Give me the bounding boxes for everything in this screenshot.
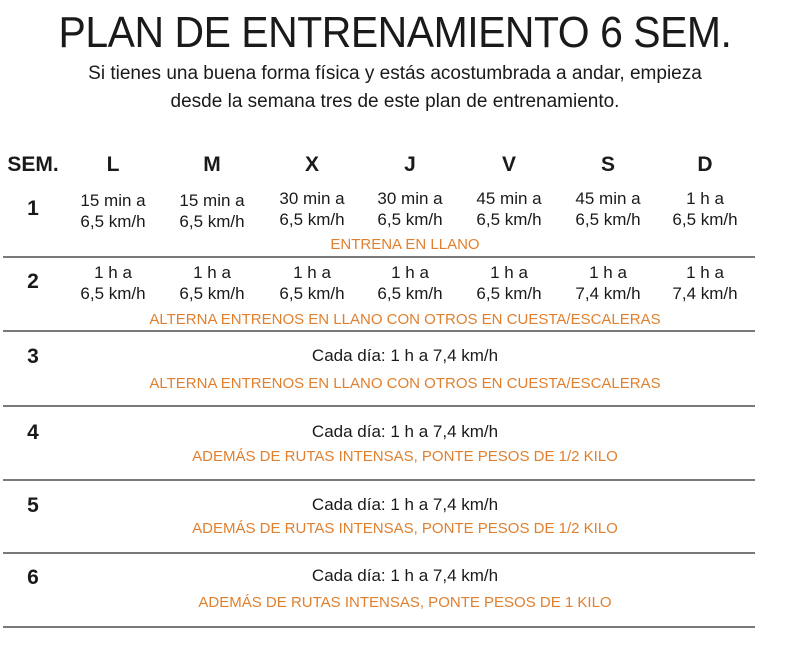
- day-cell: 1 h a 7,4 km/h: [672, 262, 737, 304]
- header-l: L: [106, 153, 120, 176]
- cell-line: 6,5 km/h: [377, 284, 443, 303]
- day-cell: 1 h a 6,5 km/h: [179, 262, 244, 304]
- header-s: S: [600, 153, 616, 176]
- cell-line: 1 h a: [686, 189, 724, 208]
- cell-line: 6,5 km/h: [476, 210, 542, 229]
- cell-line: 30 min a: [279, 189, 345, 208]
- week-note: ALTERNA ENTRENOS EN LLANO CON OTROS EN C…: [149, 311, 661, 328]
- week-number: 6: [27, 566, 39, 589]
- day-cell: 45 min a 6,5 km/h: [575, 188, 640, 230]
- cell-line: 6,5 km/h: [279, 210, 345, 229]
- cell-line: 45 min a: [575, 189, 641, 208]
- daily-plan: Cada día: 1 h a 7,4 km/h: [311, 346, 499, 365]
- header-v: V: [501, 153, 517, 176]
- row-divider: [3, 479, 755, 481]
- week-note: ALTERNA ENTRENOS EN LLANO CON OTROS EN C…: [149, 375, 661, 392]
- week-number: 1: [27, 197, 39, 220]
- cell-line: 6,5 km/h: [179, 284, 245, 303]
- day-cell: 1 h a 6,5 km/h: [377, 262, 442, 304]
- week-number: 2: [27, 270, 39, 293]
- cell-line: 6,5 km/h: [179, 212, 245, 231]
- cell-line: 1 h a: [589, 263, 627, 282]
- row-divider: [3, 626, 755, 628]
- cell-line: 15 min a: [80, 191, 146, 210]
- subtitle-line-2: desde la semana tres de este plan de ent…: [170, 91, 620, 112]
- header-j: J: [404, 153, 416, 176]
- week-number: 3: [27, 345, 39, 368]
- day-cell: 15 min a 6,5 km/h: [179, 190, 244, 232]
- cell-line: 1 h a: [94, 263, 132, 282]
- daily-plan: Cada día: 1 h a 7,4 km/h: [311, 422, 499, 441]
- cell-line: 6,5 km/h: [672, 210, 738, 229]
- cell-line: 7,4 km/h: [575, 284, 641, 303]
- week-number: 4: [27, 421, 39, 444]
- day-cell: 1 h a 6,5 km/h: [80, 262, 145, 304]
- header-x: X: [304, 153, 320, 176]
- cell-line: 6,5 km/h: [377, 210, 443, 229]
- cell-line: 6,5 km/h: [80, 284, 146, 303]
- cell-line: 6,5 km/h: [80, 212, 146, 231]
- cell-line: 1 h a: [490, 263, 528, 282]
- week-note: ENTRENA EN LLANO: [330, 236, 480, 253]
- page-title: PLAN DE ENTRENAMIENTO 6 SEM.: [58, 8, 732, 57]
- day-cell: 1 h a 7,4 km/h: [575, 262, 640, 304]
- week-note: ADEMÁS DE RUTAS INTENSAS, PONTE PESOS DE…: [192, 520, 618, 537]
- header-d: D: [697, 153, 713, 176]
- row-divider: [3, 330, 755, 332]
- day-cell: 30 min a 6,5 km/h: [377, 188, 442, 230]
- day-cell: 1 h a 6,5 km/h: [279, 262, 344, 304]
- day-cell: 45 min a 6,5 km/h: [476, 188, 541, 230]
- day-cell: 1 h a 6,5 km/h: [672, 188, 737, 230]
- row-divider: [3, 256, 755, 258]
- cell-line: 6,5 km/h: [279, 284, 345, 303]
- cell-line: 1 h a: [391, 263, 429, 282]
- daily-plan: Cada día: 1 h a 7,4 km/h: [311, 566, 499, 585]
- header-m: M: [203, 153, 221, 176]
- week-number: 5: [27, 494, 39, 517]
- cell-line: 1 h a: [686, 263, 724, 282]
- cell-line: 6,5 km/h: [575, 210, 641, 229]
- daily-plan: Cada día: 1 h a 7,4 km/h: [311, 495, 499, 514]
- day-cell: 15 min a 6,5 km/h: [80, 190, 145, 232]
- cell-line: 7,4 km/h: [672, 284, 738, 303]
- cell-line: 45 min a: [476, 189, 542, 208]
- week-note: ADEMÁS DE RUTAS INTENSAS, PONTE PESOS DE…: [198, 594, 612, 611]
- cell-line: 15 min a: [179, 191, 245, 210]
- cell-line: 6,5 km/h: [476, 284, 542, 303]
- day-cell: 1 h a 6,5 km/h: [476, 262, 541, 304]
- cell-line: 30 min a: [377, 189, 443, 208]
- cell-line: 1 h a: [193, 263, 231, 282]
- header-sem: SEM.: [7, 153, 59, 176]
- day-cell: 30 min a 6,5 km/h: [279, 188, 344, 230]
- row-divider: [3, 552, 755, 554]
- subtitle-line-1: Si tienes una buena forma física y estás…: [88, 63, 702, 84]
- week-note: ADEMÁS DE RUTAS INTENSAS, PONTE PESOS DE…: [192, 448, 618, 465]
- cell-line: 1 h a: [293, 263, 331, 282]
- row-divider: [3, 405, 755, 407]
